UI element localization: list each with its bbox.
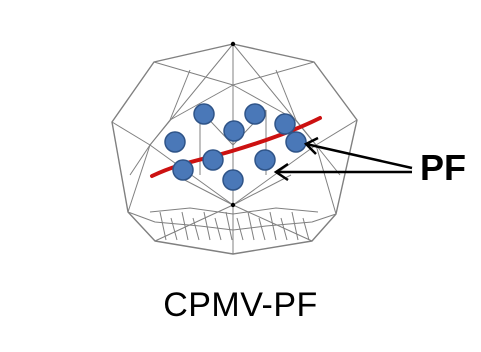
pf-particles	[164, 103, 307, 191]
capsid-tile-line	[192, 217, 200, 241]
capsid-tile-line	[269, 211, 277, 241]
capsid-facet-line	[111, 121, 151, 146]
pf-particle	[223, 120, 245, 142]
capsid-tile-line	[247, 211, 255, 241]
pf-particle	[285, 131, 307, 153]
pf-particle	[202, 149, 224, 171]
capsid-tile-line	[291, 211, 299, 241]
vertex-dot	[230, 202, 236, 208]
pf-particle	[193, 103, 215, 125]
pf-particle	[164, 131, 186, 153]
capsid-tile-line	[159, 211, 167, 241]
pf-arrowhead-upper	[303, 136, 319, 155]
capsid-facet-line	[232, 61, 315, 86]
capsid-facet-line	[169, 84, 234, 121]
capsid-facet-line	[149, 119, 171, 146]
pf-particle	[172, 159, 194, 181]
capsid-tile-edge	[149, 207, 319, 215]
pf-arrow-upper	[305, 142, 413, 170]
capsid-facet-line	[129, 144, 151, 176]
pf-arrowhead-lower	[273, 162, 289, 182]
vertex-dot	[230, 41, 236, 47]
pf-particle	[274, 113, 296, 135]
capsid-facet-line	[127, 144, 151, 213]
capsid-tile-line	[258, 217, 266, 241]
capsid-tile-line	[280, 217, 288, 241]
capsid-facet-line	[315, 144, 337, 215]
pf-arrows	[273, 136, 413, 182]
capsid-facet-line	[232, 174, 292, 206]
capsid-tile-line	[214, 217, 222, 241]
figure-caption: CPMV-PF	[163, 286, 318, 324]
capsid-facet-line	[169, 69, 191, 121]
capsid-tile-line	[302, 217, 310, 241]
pf-particle	[254, 149, 276, 171]
capsid-tile-line	[203, 211, 211, 241]
capsid-facet-line	[315, 144, 341, 176]
capsid-facet-line	[153, 61, 234, 86]
pf-particle	[244, 103, 266, 125]
capsid-tile-edge	[127, 211, 337, 231]
capsid-tile-line	[170, 217, 178, 241]
capsid-tile-line	[225, 211, 233, 241]
pf-particle	[222, 169, 244, 191]
capsid-facet-line	[275, 69, 297, 121]
capsid-tile-line	[181, 211, 189, 241]
pf-label: PF	[420, 147, 467, 188]
capsid-facet-line	[315, 119, 358, 146]
